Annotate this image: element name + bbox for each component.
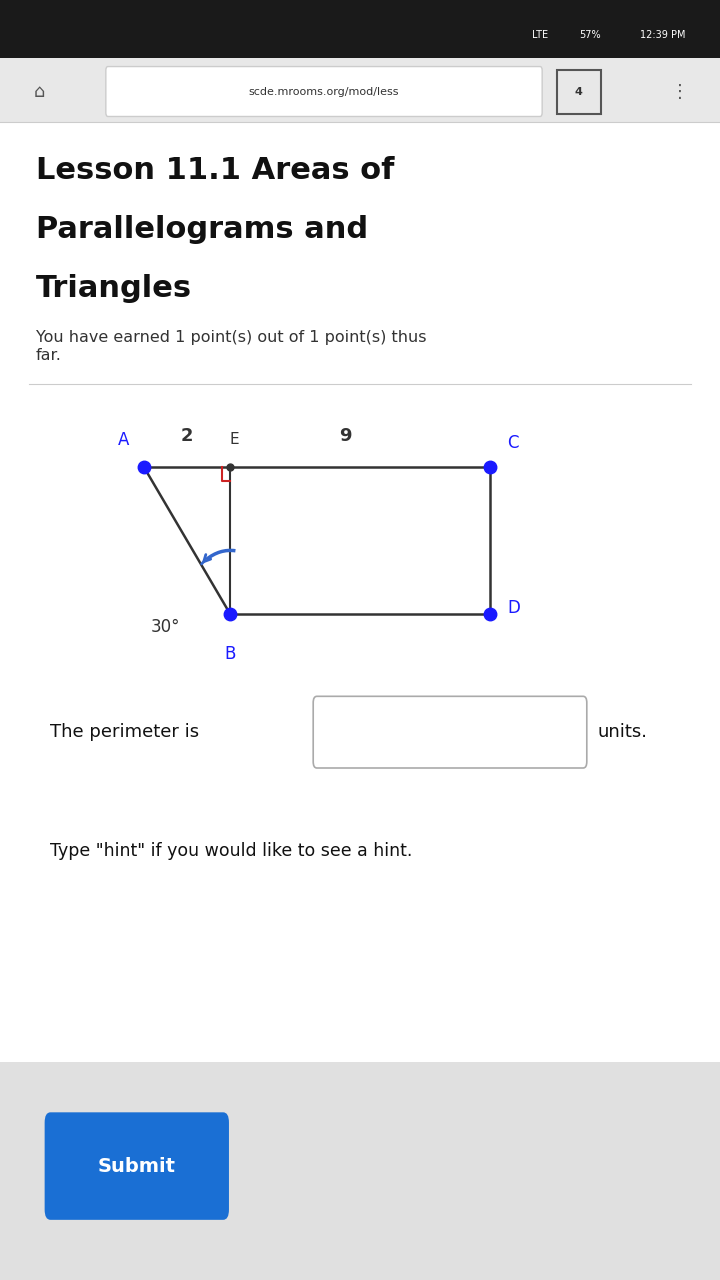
Text: 57%: 57% xyxy=(580,31,601,40)
Text: You have earned 1 point(s) out of 1 point(s) thus
far.: You have earned 1 point(s) out of 1 poin… xyxy=(36,330,426,362)
FancyBboxPatch shape xyxy=(45,1112,229,1220)
Text: 30°: 30° xyxy=(151,618,180,636)
Text: ⌂: ⌂ xyxy=(34,83,45,101)
Text: Submit: Submit xyxy=(98,1157,176,1175)
Text: units.: units. xyxy=(598,723,647,741)
Text: Triangles: Triangles xyxy=(36,274,192,303)
Text: scde.mrooms.org/mod/less: scde.mrooms.org/mod/less xyxy=(248,87,400,96)
FancyBboxPatch shape xyxy=(0,58,720,122)
Text: 2: 2 xyxy=(181,428,194,445)
Text: 12:39 PM: 12:39 PM xyxy=(639,31,685,40)
FancyBboxPatch shape xyxy=(557,70,601,114)
Text: C: C xyxy=(508,434,519,452)
Text: 4: 4 xyxy=(575,87,582,97)
Text: D: D xyxy=(508,599,521,617)
Text: Lesson 11.1 Areas of: Lesson 11.1 Areas of xyxy=(36,156,395,186)
Text: E: E xyxy=(229,431,239,447)
Text: B: B xyxy=(225,645,236,663)
Text: Parallelograms and: Parallelograms and xyxy=(36,215,368,244)
Text: LTE: LTE xyxy=(532,31,548,40)
FancyBboxPatch shape xyxy=(0,1062,720,1280)
Text: 9: 9 xyxy=(339,428,352,445)
FancyBboxPatch shape xyxy=(106,67,542,116)
Text: Type "hint" if you would like to see a hint.: Type "hint" if you would like to see a h… xyxy=(50,842,413,860)
Text: A: A xyxy=(118,431,130,449)
FancyBboxPatch shape xyxy=(313,696,587,768)
Text: ⋮: ⋮ xyxy=(671,83,690,101)
Text: The perimeter is: The perimeter is xyxy=(50,723,199,741)
FancyBboxPatch shape xyxy=(0,0,720,58)
